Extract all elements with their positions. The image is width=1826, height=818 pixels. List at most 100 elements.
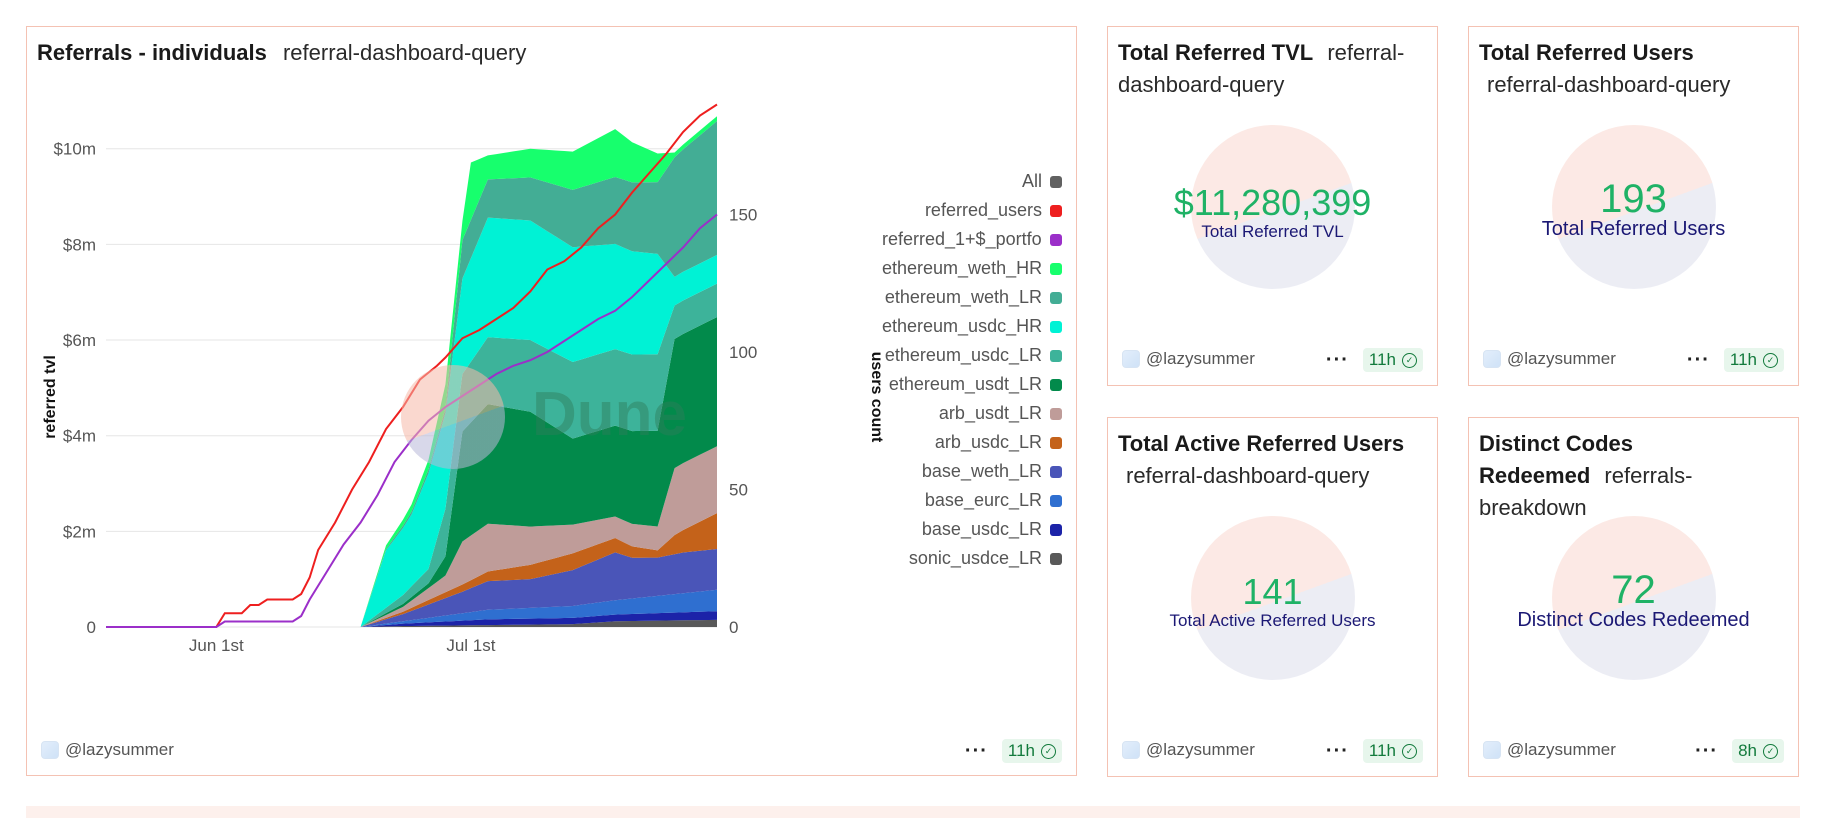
check-circle-icon: ✓ bbox=[1763, 352, 1778, 368]
counter-label: Total Referred TVL bbox=[1201, 222, 1344, 241]
y-axis-title: referred tvl bbox=[42, 355, 59, 439]
more-options-icon[interactable]: ··· bbox=[1695, 740, 1719, 762]
legend-item[interactable]: All bbox=[1022, 169, 1062, 194]
counter-value: $11,280,399 bbox=[1173, 182, 1372, 223]
y2-tick-label: 150 bbox=[729, 206, 757, 225]
area-arb-usdt-lr bbox=[106, 446, 717, 627]
legend-label: arb_usdt_LR bbox=[938, 403, 1042, 423]
more-options-icon[interactable]: ··· bbox=[964, 740, 988, 762]
owner-name: @lazysummer bbox=[1146, 349, 1255, 368]
y-axis-ticks: 0 $2m $4m $6m $8m $10m bbox=[53, 140, 96, 637]
chart-owner[interactable]: @lazysummer bbox=[41, 740, 174, 760]
legend-swatch bbox=[1050, 233, 1062, 246]
owner-name: @lazysummer bbox=[65, 740, 174, 759]
user-avatar bbox=[1483, 350, 1501, 368]
area-ethereum-weth-hr bbox=[106, 116, 717, 627]
counter-label: Total Active Referred Users bbox=[1169, 611, 1376, 630]
legend-label: ethereum_weth_HR bbox=[882, 258, 1042, 278]
legend-item[interactable]: ethereum_usdc_HR bbox=[882, 314, 1062, 339]
counter-title: Total Referred TVL referral-dashboard-qu… bbox=[1118, 37, 1418, 101]
counter-background-circle bbox=[1552, 125, 1716, 289]
legend-swatch bbox=[1050, 378, 1062, 391]
legend-item[interactable]: base_usdc_LR bbox=[922, 517, 1062, 542]
counter-title: Total Active Referred Users referral-das… bbox=[1118, 428, 1408, 492]
counter-value: 72 bbox=[1611, 568, 1656, 612]
legend-label: base_usdc_LR bbox=[921, 519, 1042, 539]
counter-query-link[interactable]: referral-dashboard-query bbox=[1126, 463, 1370, 488]
counter-card-total-users: Total Referred Users referral-dashboard-… bbox=[1468, 26, 1799, 386]
counter-footer-actions: ··· 11h ✓ bbox=[1326, 739, 1423, 763]
more-options-icon[interactable]: ··· bbox=[1325, 349, 1349, 371]
legend-item[interactable]: ethereum_weth_LR bbox=[885, 285, 1062, 310]
legend-swatch bbox=[1050, 320, 1062, 333]
legend-swatch bbox=[1050, 552, 1062, 565]
counter-owner[interactable]: @lazysummer bbox=[1483, 740, 1616, 760]
area-ethereum-usdc-hr bbox=[106, 217, 717, 627]
legend-item[interactable]: sonic_usdce_LR bbox=[909, 546, 1062, 571]
chart-query-link[interactable]: referral-dashboard-query bbox=[282, 40, 527, 65]
check-circle-icon: ✓ bbox=[1763, 743, 1778, 759]
legend-swatch bbox=[1050, 349, 1062, 362]
refresh-status-badge[interactable]: 11h ✓ bbox=[1001, 739, 1062, 763]
legend-label: All bbox=[1021, 171, 1042, 191]
user-avatar bbox=[1483, 741, 1501, 759]
legend-label: ethereum_usdt_LR bbox=[888, 374, 1042, 394]
counter-query-link[interactable]: referrals-breakdown bbox=[1479, 463, 1693, 520]
y2-axis-title: users count bbox=[868, 352, 885, 443]
counter-footer-actions: ··· 11h ✓ bbox=[1326, 348, 1423, 372]
more-options-icon[interactable]: ··· bbox=[1325, 740, 1349, 762]
chart-footer-actions: ··· 11h ✓ bbox=[965, 739, 1062, 763]
refresh-status-badge[interactable]: 11h ✓ bbox=[1362, 348, 1423, 372]
legend-item[interactable]: ethereum_weth_HR bbox=[882, 256, 1062, 281]
chart-plot: 0 $2m $4m $6m $8m $10m 0 50 100 150 Jun 1st Jul 1… bbox=[42, 103, 885, 655]
x-tick-label: Jun 1st bbox=[189, 636, 244, 655]
legend-label: ethereum_weth_LR bbox=[884, 287, 1042, 307]
legend-swatch bbox=[1050, 407, 1062, 420]
counter-title-text: Total Referred TVL bbox=[1118, 40, 1314, 65]
x-axis-ticks: Jun 1st Jul 1st bbox=[189, 636, 496, 655]
counter-title-text: Total Referred Users bbox=[1479, 40, 1694, 65]
check-circle-icon: ✓ bbox=[1041, 743, 1056, 759]
dune-watermark-text: Dune bbox=[532, 380, 687, 449]
counter-footer-actions: ··· 8h ✓ bbox=[1695, 739, 1784, 763]
y2-tick-label: 0 bbox=[729, 618, 738, 637]
legend-item[interactable]: referred_1+$_portfolio bbox=[882, 227, 1062, 252]
counter-background-circle bbox=[1191, 125, 1355, 289]
chart-title: Referrals - individuals referral-dashboa… bbox=[37, 37, 526, 69]
legend-item[interactable]: ethereum_usdc_LR bbox=[885, 343, 1062, 368]
counter-query-link[interactable]: referral-dashboard-query bbox=[1487, 72, 1731, 97]
y2-tick-label: 50 bbox=[729, 481, 748, 500]
area-base-weth-lr bbox=[106, 549, 717, 627]
legend-swatch bbox=[1050, 436, 1062, 449]
counter-card-distinct-codes: Distinct Codes Redeemed referrals-breakd… bbox=[1468, 417, 1799, 777]
legend-item[interactable]: referred_users bbox=[925, 198, 1062, 223]
legend-item[interactable]: arb_usdc_LR bbox=[935, 430, 1062, 455]
counter-owner[interactable]: @lazysummer bbox=[1122, 349, 1255, 369]
counter-query-link[interactable]: referral-dashboard-query bbox=[1118, 40, 1405, 97]
area-base-usdc-lr bbox=[106, 611, 717, 627]
counter-title-text: Distinct Codes Redeemed bbox=[1479, 431, 1634, 488]
legend-item[interactable]: arb_usdt_LR bbox=[939, 401, 1062, 426]
line-referred-users bbox=[106, 103, 718, 628]
refresh-age: 8h bbox=[1738, 741, 1757, 760]
more-options-icon[interactable]: ··· bbox=[1686, 349, 1710, 371]
counter-label: Total Referred Users bbox=[1541, 218, 1726, 240]
y-tick-label: $8m bbox=[63, 235, 96, 254]
chart-title-text: Referrals - individuals bbox=[37, 40, 267, 65]
refresh-status-badge[interactable]: 8h ✓ bbox=[1732, 739, 1784, 763]
refresh-age: 11h bbox=[1368, 350, 1396, 369]
owner-name: @lazysummer bbox=[1146, 740, 1255, 759]
legend-item[interactable]: base_eurc_LR bbox=[925, 488, 1062, 513]
counter-owner[interactable]: @lazysummer bbox=[1483, 349, 1616, 369]
refresh-status-badge[interactable]: 11h ✓ bbox=[1362, 739, 1423, 763]
legend-label: referred_users bbox=[924, 200, 1042, 220]
legend-item[interactable]: base_weth_LR bbox=[922, 459, 1062, 484]
area-ethereum-usdc-lr bbox=[106, 283, 717, 627]
counter-title-text: Total Active Referred Users bbox=[1118, 431, 1405, 456]
counter-title: Total Referred Users referral-dashboard-… bbox=[1479, 37, 1779, 101]
counter-footer-actions: ··· 11h ✓ bbox=[1687, 348, 1784, 372]
counter-owner[interactable]: @lazysummer bbox=[1122, 740, 1255, 760]
y-tick-label: $2m bbox=[63, 522, 96, 541]
refresh-status-badge[interactable]: 11h ✓ bbox=[1723, 348, 1784, 372]
legend-item[interactable]: ethereum_usdt_LR bbox=[889, 372, 1062, 397]
